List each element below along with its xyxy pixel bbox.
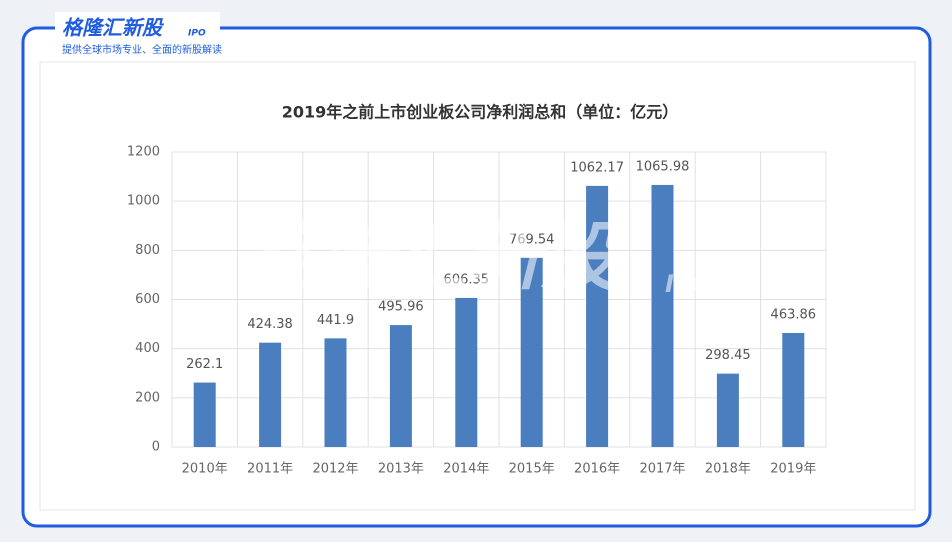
bar — [716, 373, 739, 447]
bar — [193, 382, 216, 447]
chart-title: 2019年之前上市创业板公司净利润总和（单位：亿元） — [282, 103, 679, 122]
x-tick-label: 2012年 — [312, 462, 358, 477]
bar — [520, 257, 543, 447]
value-label: 298.45 — [705, 348, 751, 363]
y-tick-label: 1200 — [127, 145, 160, 160]
y-tick-label: 800 — [135, 243, 160, 258]
bar — [324, 338, 347, 447]
bar — [586, 185, 609, 447]
watermark-name: 格隆汇新股 — [245, 215, 623, 301]
value-label: 424.38 — [247, 317, 293, 332]
chart-panel — [39, 61, 916, 511]
logo-backdrop — [55, 12, 220, 60]
x-tick-label: 2014年 — [443, 462, 489, 477]
brand-name: 格隆汇新股 — [62, 16, 164, 40]
bar — [651, 184, 674, 447]
value-label: 441.9 — [317, 313, 354, 328]
value-label: 1062.17 — [570, 160, 624, 175]
value-label: 769.54 — [509, 232, 555, 247]
x-tick-label: 2019年 — [770, 462, 816, 477]
value-label: 1065.98 — [636, 159, 690, 174]
x-tick-label: 2013年 — [378, 462, 424, 477]
y-tick-label: 600 — [135, 292, 160, 307]
x-tick-label: 2010年 — [182, 462, 228, 477]
y-tick-label: 400 — [135, 341, 160, 356]
plot: 0 200 400 600 800 1000 1200 2010年 262.1 2011年 424.… — [127, 145, 827, 477]
y-tick-label: 200 — [135, 390, 160, 405]
brand-tag: IPO — [188, 29, 206, 39]
bar — [455, 297, 478, 447]
bar — [782, 332, 805, 447]
y-tick-label: 0 — [152, 440, 160, 455]
value-label: 463.86 — [771, 307, 817, 322]
bar — [389, 325, 412, 447]
brand-slogan: 提供全球市场专业、全面的新股解读 — [62, 43, 222, 56]
value-label: 606.35 — [444, 272, 490, 287]
x-tick-label: 2011年 — [247, 462, 293, 477]
bar — [259, 342, 282, 447]
x-tick-label: 2016年 — [574, 462, 620, 477]
watermark-tag: IPO — [665, 270, 712, 298]
y-tick-label: 1000 — [127, 194, 160, 209]
value-label: 262.1 — [186, 357, 223, 372]
x-tick-label: 2018年 — [705, 462, 751, 477]
x-tick-label: 2015年 — [509, 462, 555, 477]
value-label: 495.96 — [378, 300, 424, 315]
x-tick-label: 2017年 — [639, 462, 685, 477]
